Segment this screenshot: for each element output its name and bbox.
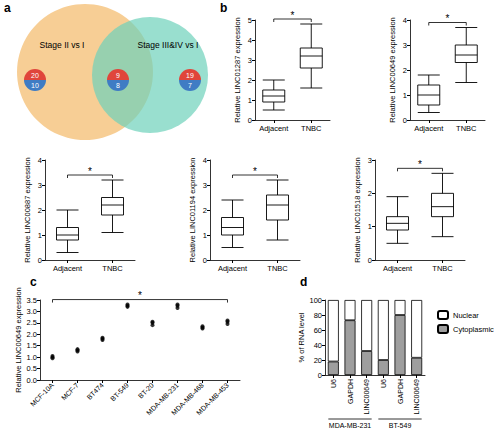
- svg-text:19: 19: [186, 72, 194, 79]
- svg-text:Relative LINC01194 expression: Relative LINC01194 expression: [188, 158, 197, 263]
- svg-text:1: 1: [38, 231, 42, 240]
- svg-text:BT-549: BT-549: [389, 422, 412, 429]
- svg-text:Relative LINC00649 expression: Relative LINC00649 expression: [388, 17, 397, 122]
- svg-text:3: 3: [368, 156, 372, 165]
- svg-text:LINC00649: LINC00649: [363, 379, 370, 415]
- svg-text:3: 3: [403, 41, 407, 50]
- svg-text:Relative LINC00887 expression: Relative LINC00887 expression: [23, 157, 32, 262]
- svg-text:Adjacent: Adjacent: [218, 264, 248, 273]
- svg-text:c: c: [30, 275, 37, 289]
- svg-text:4: 4: [203, 156, 207, 165]
- svg-text:MDA-MB-231: MDA-MB-231: [329, 422, 372, 429]
- svg-text:LINC00649: LINC00649: [413, 379, 420, 415]
- svg-text:*: *: [446, 13, 450, 24]
- svg-text:Relative LINC00649 expression: Relative LINC00649 expression: [14, 287, 23, 392]
- svg-text:TNBC: TNBC: [301, 124, 322, 133]
- svg-text:Adjacent: Adjacent: [53, 264, 83, 273]
- svg-text:1: 1: [368, 222, 372, 231]
- svg-text:MDA-MB-453: MDA-MB-453: [195, 381, 230, 416]
- svg-text:b: b: [220, 1, 227, 15]
- svg-text:U6: U6: [330, 379, 337, 388]
- svg-text:3.5: 3.5: [27, 296, 37, 305]
- svg-text:*: *: [418, 159, 422, 170]
- svg-text:0: 0: [248, 116, 252, 125]
- svg-text:20: 20: [31, 72, 39, 79]
- svg-text:0: 0: [368, 256, 372, 265]
- svg-text:1: 1: [403, 91, 407, 100]
- svg-text:% of RNA level: % of RNA level: [297, 312, 306, 362]
- svg-text:4: 4: [403, 16, 407, 25]
- svg-text:0: 0: [403, 116, 407, 125]
- svg-text:MDA-MB-231: MDA-MB-231: [145, 381, 180, 417]
- svg-text:Adjacent: Adjacent: [259, 124, 289, 133]
- svg-text:40: 40: [314, 341, 322, 350]
- svg-text:Relative LINC01518 expression: Relative LINC01518 expression: [353, 157, 362, 262]
- svg-text:TNBC: TNBC: [102, 264, 123, 273]
- svg-text:MDA-MB-468: MDA-MB-468: [170, 381, 205, 417]
- svg-text:*: *: [291, 10, 295, 21]
- svg-text:8: 8: [116, 82, 120, 89]
- svg-text:*: *: [88, 166, 92, 177]
- svg-text:60: 60: [314, 326, 322, 335]
- svg-text:1.0: 1.0: [27, 353, 37, 362]
- svg-text:2.5: 2.5: [27, 318, 37, 327]
- svg-text:2: 2: [248, 76, 252, 85]
- svg-text:7: 7: [188, 82, 192, 89]
- svg-text:*: *: [138, 290, 142, 301]
- svg-text:2.0: 2.0: [27, 330, 37, 339]
- svg-text:TNBC: TNBC: [456, 124, 477, 133]
- svg-text:3: 3: [203, 181, 207, 190]
- svg-text:GAPDH: GAPDH: [397, 379, 404, 404]
- svg-text:Adjacent: Adjacent: [383, 264, 413, 273]
- svg-text:0: 0: [318, 371, 322, 380]
- svg-text:*: *: [253, 166, 257, 177]
- svg-text:4: 4: [38, 156, 42, 165]
- svg-text:Relative LINC01287 expression: Relative LINC01287 expression: [233, 17, 242, 122]
- svg-text:80: 80: [314, 311, 322, 320]
- svg-text:1: 1: [248, 96, 252, 105]
- svg-text:3: 3: [248, 56, 252, 65]
- svg-text:Stage II vs I: Stage II vs I: [40, 40, 85, 50]
- svg-text:0.5: 0.5: [27, 364, 37, 373]
- svg-text:TNBC: TNBC: [267, 264, 288, 273]
- svg-text:0: 0: [38, 256, 42, 265]
- svg-text:Cytoplasmic: Cytoplasmic: [453, 325, 494, 334]
- svg-text:MCF-7: MCF-7: [60, 381, 80, 401]
- svg-text:9: 9: [116, 72, 120, 79]
- svg-text:a: a: [4, 1, 11, 15]
- svg-text:U6: U6: [380, 379, 387, 388]
- svg-text:GAPDH: GAPDH: [347, 379, 354, 404]
- svg-text:3: 3: [38, 181, 42, 190]
- svg-text:3.0: 3.0: [27, 307, 37, 316]
- svg-text:BT474: BT474: [85, 381, 105, 401]
- svg-text:20: 20: [314, 356, 322, 365]
- svg-text:Nuclear: Nuclear: [453, 311, 479, 320]
- svg-text:BT-20: BT-20: [137, 381, 155, 399]
- svg-text:2: 2: [38, 206, 42, 215]
- svg-text:5: 5: [248, 16, 252, 25]
- svg-text:BT-549: BT-549: [109, 381, 130, 402]
- svg-text:1: 1: [203, 231, 207, 240]
- svg-text:4: 4: [248, 36, 252, 45]
- svg-text:Stage III&IV vs I: Stage III&IV vs I: [138, 40, 199, 50]
- svg-text:TNBC: TNBC: [432, 264, 453, 273]
- svg-text:10: 10: [31, 82, 39, 89]
- svg-text:2: 2: [368, 189, 372, 198]
- svg-text:Adjacent: Adjacent: [414, 124, 444, 133]
- svg-text:0: 0: [203, 256, 207, 265]
- svg-text:MCF-10A: MCF-10A: [29, 381, 55, 407]
- svg-text:2: 2: [203, 206, 207, 215]
- svg-text:100: 100: [309, 296, 322, 305]
- svg-text:0.0: 0.0: [27, 376, 37, 385]
- svg-text:2: 2: [403, 66, 407, 75]
- svg-text:d: d: [300, 275, 307, 289]
- svg-text:1.5: 1.5: [27, 341, 37, 350]
